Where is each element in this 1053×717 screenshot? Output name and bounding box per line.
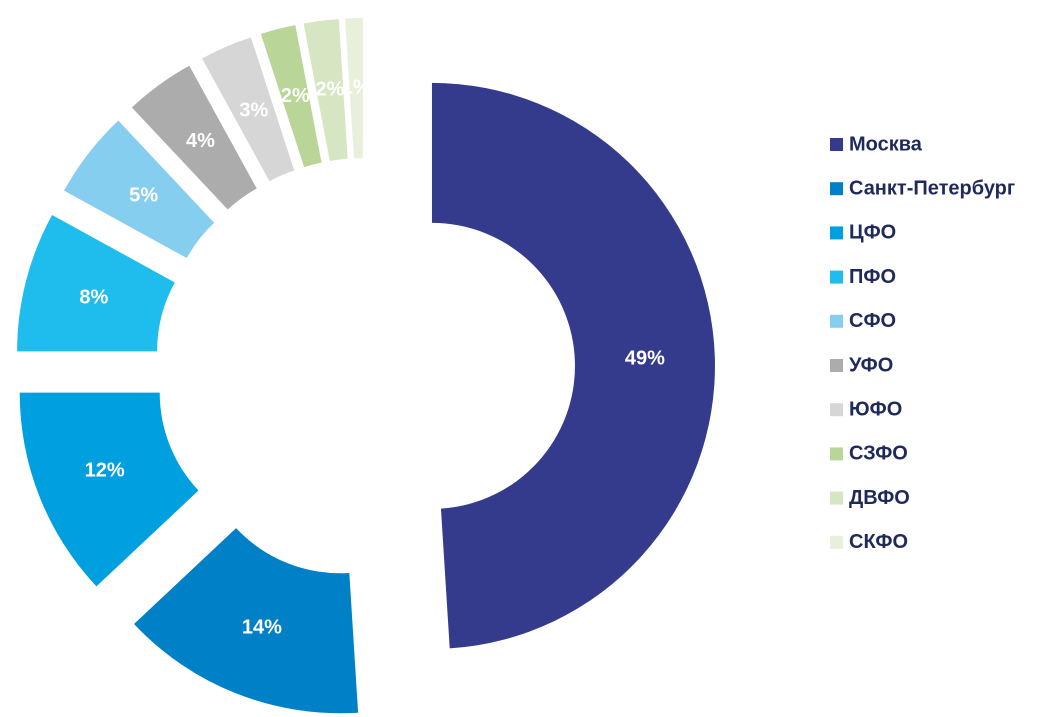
legend-label: СКФО <box>849 531 908 553</box>
legend-label: СФО <box>849 310 896 332</box>
data-label: 1% <box>342 76 371 98</box>
legend-swatch <box>830 138 843 151</box>
data-label: 14% <box>242 617 282 639</box>
donut-segment <box>134 528 359 714</box>
legend-swatch <box>830 491 843 505</box>
donut-segment <box>345 18 363 159</box>
data-label: 12% <box>85 459 125 481</box>
data-label: 2% <box>315 78 344 100</box>
data-label: 4% <box>186 130 215 152</box>
donut-segment <box>303 19 348 162</box>
data-label: 3% <box>239 99 268 121</box>
donut-segment <box>19 392 199 587</box>
data-label: 2% <box>281 85 310 107</box>
legend-swatch <box>830 270 843 284</box>
legend-label: ДВФО <box>849 487 910 509</box>
data-label: 5% <box>129 185 158 207</box>
data-label: 49% <box>625 347 665 369</box>
legend-label: ЮФО <box>849 398 902 420</box>
legend-swatch <box>830 403 843 417</box>
legend-label: Москва <box>849 133 923 155</box>
legend-label: ЦФО <box>849 222 896 244</box>
legend-label: Санкт-Петербург <box>849 177 1015 199</box>
legend-swatch <box>830 359 843 372</box>
data-label: 8% <box>79 287 108 309</box>
donut-segment <box>431 82 715 649</box>
donut-segment <box>260 25 322 168</box>
legend-swatch <box>830 314 843 328</box>
donut-segment <box>64 120 215 259</box>
donut-segment <box>202 37 295 182</box>
donut-segment <box>131 65 257 210</box>
legend-swatch <box>830 182 843 196</box>
legend-swatch <box>830 535 843 549</box>
legend-swatch <box>830 226 843 240</box>
legend-label: СЗФО <box>849 443 908 465</box>
legend-label: УФО <box>849 354 893 376</box>
legend-swatch <box>830 447 843 461</box>
donut-segment <box>17 215 175 352</box>
legend-label: ПФО <box>849 266 896 288</box>
